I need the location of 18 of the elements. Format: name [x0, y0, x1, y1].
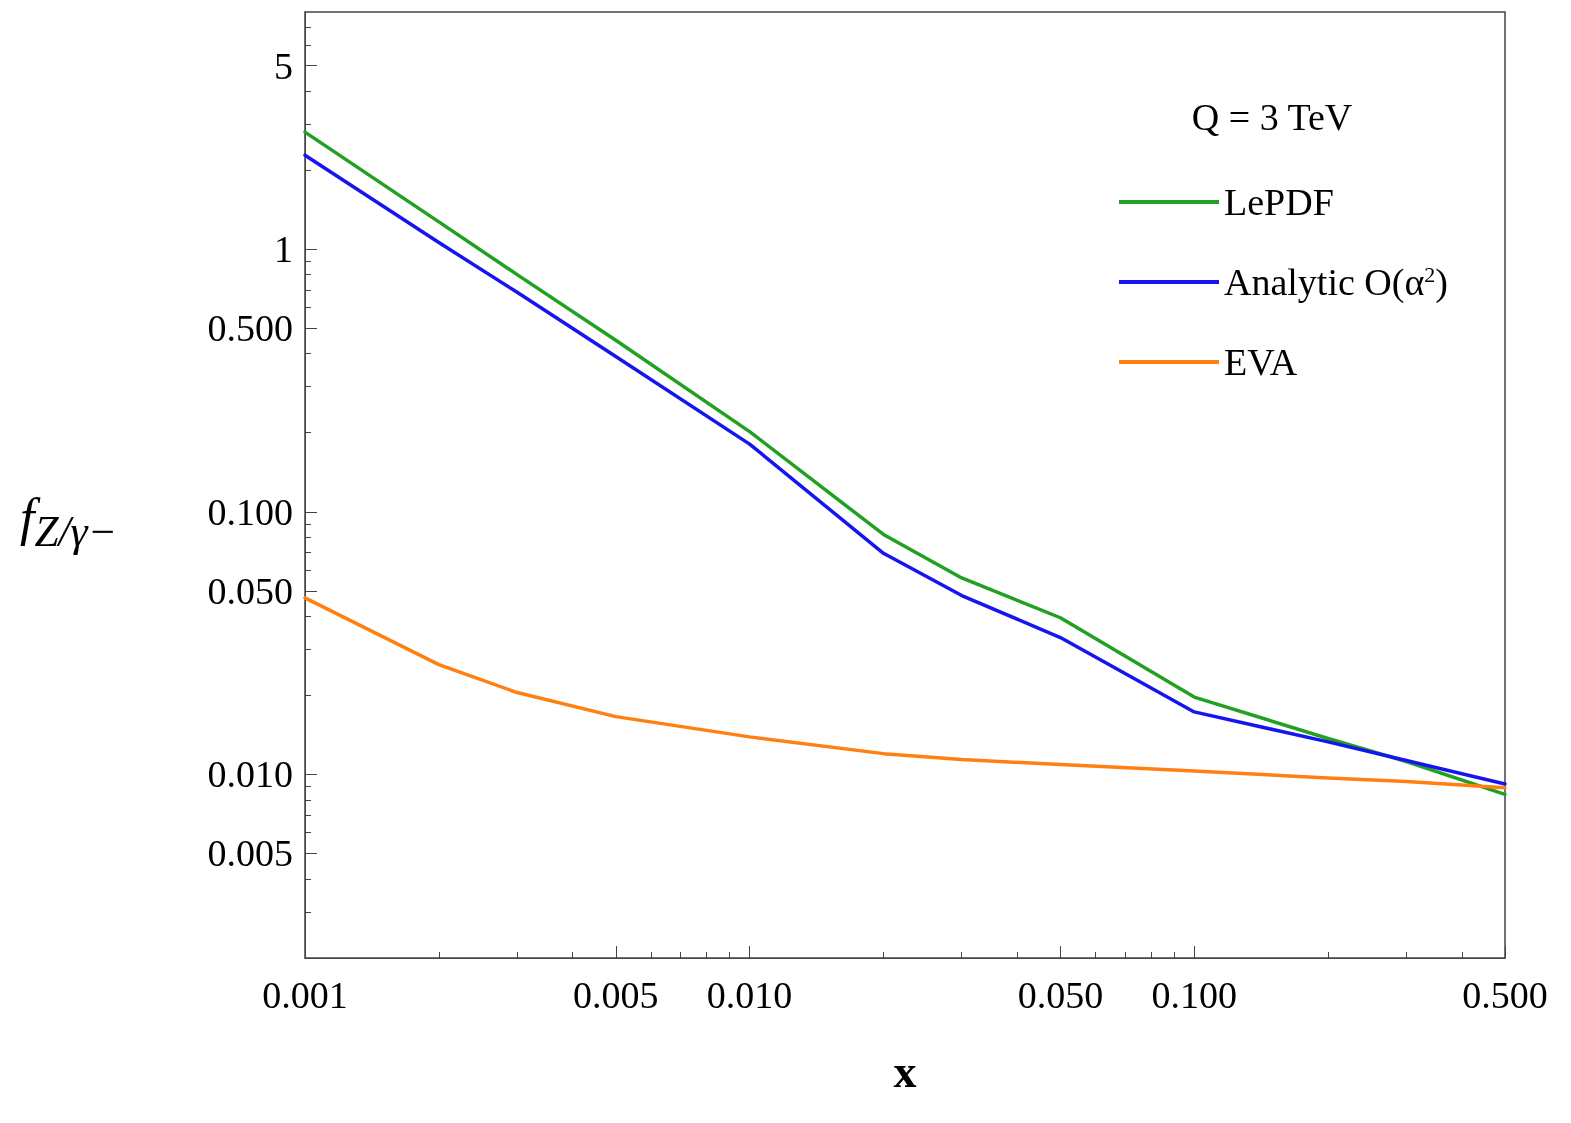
y-axis-title: f$_{Z/γ−}$: [20, 488, 117, 557]
y-tick-label: 0.010: [207, 753, 293, 796]
x-tick-label: 0.010: [706, 974, 793, 1016]
x-tick-label: 0.005: [573, 974, 659, 1016]
x-tick-label: 0.100: [1151, 974, 1237, 1016]
legend-label: EVA: [1223, 341, 1298, 383]
y-tick-label: 0.005: [207, 832, 293, 875]
x-tick-label: 0.001: [262, 974, 348, 1016]
legend-label: LePDF: [1223, 181, 1334, 223]
annotation: Q = 3 TeV: [1191, 96, 1353, 138]
y-tick-label: 5: [274, 44, 293, 87]
y-tick-label: 1: [274, 228, 293, 271]
x-tick-label: 0.500: [1462, 974, 1548, 1016]
y-tick-label: 0.100: [207, 490, 293, 533]
x-axis-title: x: [893, 1045, 917, 1097]
y-tick-label: 0.050: [207, 569, 293, 612]
x-tick-label: 0.050: [1017, 974, 1104, 1016]
y-tick-label: 0.500: [207, 307, 293, 350]
